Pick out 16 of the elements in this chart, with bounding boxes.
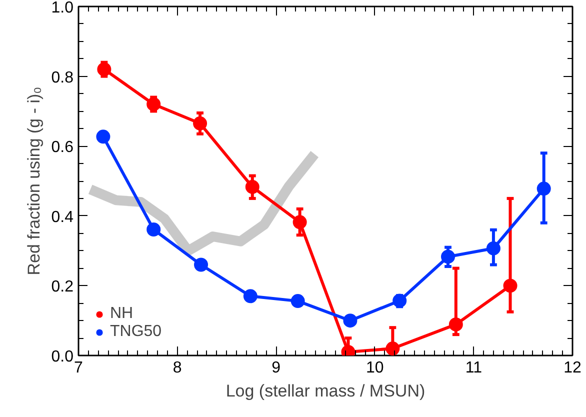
x-tick-label: 12 — [564, 360, 582, 376]
x-tick-label: 7 — [74, 360, 84, 376]
y-tick-label: 0.0 — [51, 348, 74, 366]
y-tick-label: 0.8 — [51, 69, 74, 86]
x-tick-label: 11 — [465, 360, 482, 376]
x-tick-label: 8 — [172, 360, 182, 376]
legend-label: TNG50 — [110, 323, 162, 341]
x-axis-title: Log (stellar mass / MSUN) — [226, 382, 426, 400]
y-tick-label: 1.0 — [51, 0, 74, 16]
legend-label: NH — [110, 305, 134, 323]
y-tick-label: 0.4 — [51, 208, 74, 226]
y-axis-title: Red fraction using (g - i)₀ — [24, 86, 44, 276]
x-tick-label: 10 — [366, 360, 384, 376]
x-tick-label: 9 — [272, 360, 281, 376]
y-tick-label: 0.6 — [51, 139, 74, 156]
y-tick-label: 0.2 — [51, 278, 74, 296]
